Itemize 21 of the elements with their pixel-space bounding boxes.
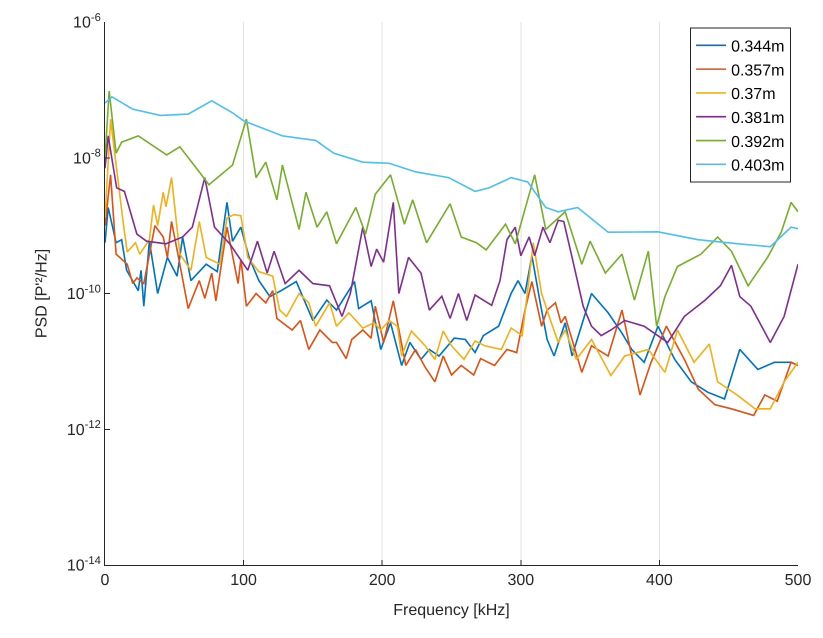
y-axis-title: PSD [P'²/Hz] xyxy=(34,248,51,338)
line-series xyxy=(105,174,798,416)
y-tick-label: 10$^{-6}$ xyxy=(73,12,101,32)
legend-label: 0.392m xyxy=(731,134,784,151)
x-tick-label: 0 xyxy=(100,572,110,590)
line-series xyxy=(105,135,798,344)
x-tick-label: 500 xyxy=(784,572,812,590)
x-tick-label: 400 xyxy=(646,572,673,590)
y-tick-label: 10$^{-8}$ xyxy=(73,148,101,168)
x-tick-label: 200 xyxy=(368,572,396,590)
y-tick-label: 10$^{-14}$ xyxy=(66,554,101,575)
x-tick-label: 300 xyxy=(507,572,534,590)
legend-label: 0.403m xyxy=(731,158,784,175)
x-axis-title: Frequency [kHz] xyxy=(393,602,510,619)
legend-label: 0.37m xyxy=(731,86,776,104)
legend-label: 0.381m xyxy=(731,110,784,127)
legend-label: 0.357m xyxy=(731,62,784,80)
x-tick-label: 100 xyxy=(230,572,258,590)
legend-label: 0.344m xyxy=(731,38,784,56)
y-tick-label: 10$^{-12}$ xyxy=(66,419,101,439)
y-tick-label: 10$^{-10}$ xyxy=(66,283,101,304)
